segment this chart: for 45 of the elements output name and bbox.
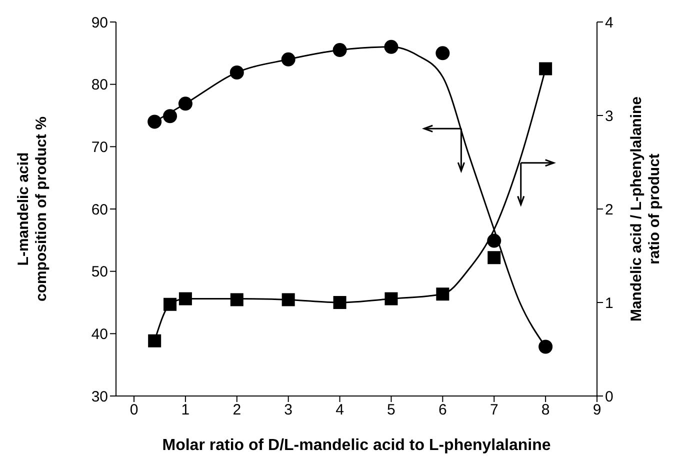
- point: [230, 65, 244, 80]
- point: [538, 340, 553, 354]
- y2-tick-label: 2: [605, 201, 614, 218]
- point: [230, 293, 244, 306]
- point: [436, 46, 450, 60]
- y-tick-label: 40: [91, 326, 108, 343]
- point: [332, 43, 347, 58]
- x-axis-title: Molar ratio of D/L-mandelic acid to L-phenylalanine: [162, 437, 551, 454]
- point: [487, 234, 502, 248]
- x-tick-label: 7: [490, 402, 498, 419]
- point: [539, 62, 552, 76]
- x-tick-label: 1: [181, 402, 190, 419]
- point: [384, 292, 398, 306]
- point: [164, 298, 177, 311]
- point: [178, 96, 192, 111]
- y-tick-label: 50: [91, 264, 108, 281]
- x-tick-label: 2: [232, 402, 242, 419]
- x-tick-label: 0: [130, 402, 138, 419]
- y2-tick-label: 3: [605, 108, 614, 125]
- point: [333, 296, 346, 309]
- y-tick-label: 60: [91, 201, 108, 218]
- point: [488, 251, 501, 264]
- point: [148, 334, 162, 348]
- y-tick-label: 70: [91, 138, 108, 156]
- point: [281, 52, 296, 66]
- x-tick-label: 4: [336, 402, 344, 419]
- y-tick-label: 90: [91, 14, 108, 32]
- point: [178, 292, 192, 306]
- y-tick-label: 80: [91, 76, 108, 94]
- x-tick-label: 5: [387, 402, 396, 419]
- y2-tick-label: 1: [605, 294, 614, 312]
- point: [282, 293, 295, 306]
- x-tick-label: 9: [592, 402, 602, 419]
- point: [148, 114, 162, 129]
- y2-tick-label: 0: [605, 388, 614, 406]
- y-axis-title: L-mandelic acid composition of product %: [15, 116, 50, 302]
- x-tick-label: 3: [284, 402, 293, 419]
- x-tick-label: 6: [438, 402, 447, 419]
- y2-axis-title: Mandelic acid / L-phenylalanine ratio of product: [628, 96, 663, 322]
- y-tick-label: 30: [91, 388, 108, 406]
- point: [384, 40, 398, 54]
- point: [163, 109, 178, 124]
- y2-tick-label: 4: [605, 14, 614, 32]
- point: [436, 288, 450, 301]
- x-tick-label: 8: [541, 402, 550, 419]
